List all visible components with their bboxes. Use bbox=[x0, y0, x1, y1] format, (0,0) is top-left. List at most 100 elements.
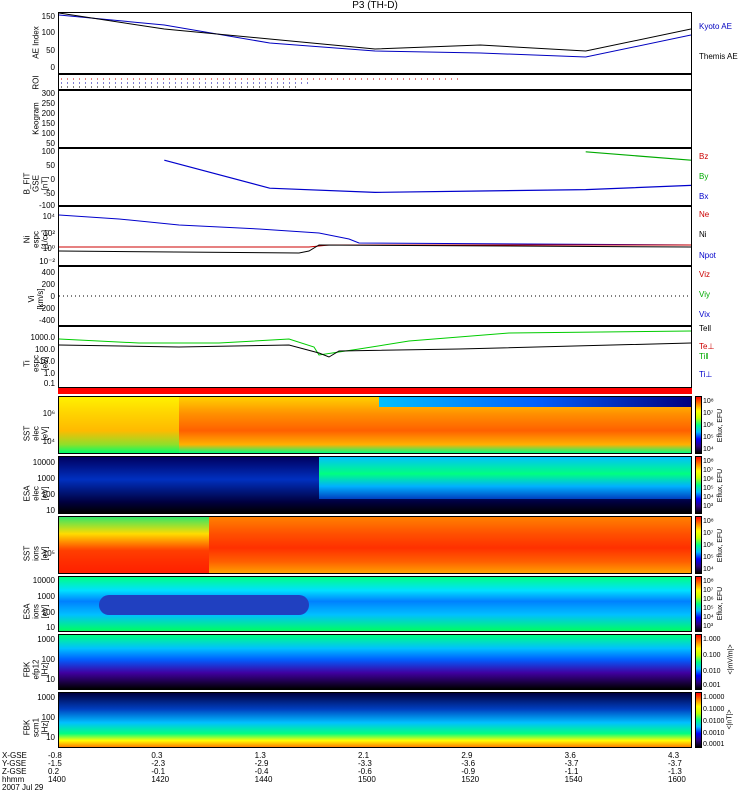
esa-elec-tick: 10 bbox=[46, 506, 55, 515]
fbk-efield-cb-label: 0.010 bbox=[703, 668, 721, 675]
esa-ions-tick: 100 bbox=[41, 608, 55, 617]
legend-kyoto-ae: Kyoto AE bbox=[699, 22, 732, 31]
sst-ions-colorbar bbox=[695, 516, 702, 574]
vi-tick: -200 bbox=[38, 304, 55, 313]
fbk-bfield-tick: 1000 bbox=[37, 693, 55, 702]
legend-viz: Viz bbox=[699, 270, 710, 279]
sst-ions-cb-label: 10⁵ bbox=[703, 554, 714, 561]
footer-value-z: 0.2 bbox=[48, 767, 60, 776]
esa-elec-cb-label: 10⁶ bbox=[703, 476, 714, 483]
legend-tiperp: Ti⊥ bbox=[699, 370, 713, 379]
esa-ions-cb-label: 10³ bbox=[703, 623, 714, 630]
footer-value-z: -1.3 bbox=[668, 767, 682, 776]
footer-value-z: -0.6 bbox=[358, 767, 372, 776]
fbk-efield-spectrogram bbox=[58, 634, 692, 690]
keogram-tick: 200 bbox=[41, 109, 55, 118]
ni-black-line bbox=[59, 244, 691, 254]
ti-tick: 100.0 bbox=[34, 345, 55, 354]
ti-tick: 10.0 bbox=[39, 357, 55, 366]
ti-green-line bbox=[59, 330, 691, 356]
sst-ions-cb-title: Eflux, EFU bbox=[717, 528, 725, 563]
footer-value-z: -0.9 bbox=[461, 767, 476, 776]
esa-ions-spectrogram bbox=[58, 576, 692, 632]
footer-label-hhmm: hhmm bbox=[2, 775, 25, 784]
fbk-bfield-spectrogram bbox=[58, 692, 692, 748]
fbk-bfield-colorbar bbox=[695, 692, 702, 748]
vi-tick: 200 bbox=[41, 280, 55, 289]
sst-ions-cb-label: 10⁶ bbox=[703, 542, 714, 549]
footer-value-t: 1400 bbox=[48, 775, 66, 784]
vi-plot bbox=[59, 295, 691, 297]
ti-tick: 0.1 bbox=[43, 379, 55, 388]
vi-panel bbox=[58, 266, 692, 326]
sst-elec-colorbar bbox=[695, 396, 702, 454]
footer-label-zgse: Z-GSE bbox=[2, 767, 27, 776]
footer-value-y: -2.3 bbox=[151, 759, 166, 768]
esa-ions-colorbar bbox=[695, 576, 702, 632]
sst-ions-cb-label: 10⁸ bbox=[703, 518, 714, 525]
vi-tick: 400 bbox=[41, 268, 55, 277]
ae-tick: 150 bbox=[41, 12, 55, 21]
sst-elec-cb-title: Eflux, EFU bbox=[717, 408, 725, 443]
ti-plot bbox=[59, 330, 691, 358]
esa-ions-cb-label: 10⁶ bbox=[703, 596, 714, 603]
ae-index-panel bbox=[58, 12, 692, 74]
keogram-tick: 300 bbox=[41, 89, 55, 98]
themis-ae-line bbox=[59, 13, 691, 52]
esa-ions-tick: 10000 bbox=[32, 576, 55, 585]
footer-value-t: 1600 bbox=[668, 775, 686, 784]
fbk-efield-cb-label: 0.100 bbox=[703, 652, 721, 659]
esa-elec-right-region bbox=[319, 457, 691, 499]
ti-tick: 1.0 bbox=[43, 369, 55, 378]
sst-elec-cb-label: 10⁸ bbox=[703, 398, 714, 405]
sst-elec-tick: 10⁴ bbox=[42, 437, 55, 446]
esa-elec-tick: 1000 bbox=[37, 474, 55, 483]
sst-ions-cb-label: 10⁴ bbox=[703, 566, 714, 573]
footer-value-x: 4.3 bbox=[668, 751, 680, 760]
footer-value-x: 2.1 bbox=[358, 751, 370, 760]
esa-elec-cb-title: Eflux, EFU bbox=[717, 468, 725, 503]
footer-label-ygse: Y-GSE bbox=[2, 759, 27, 768]
ae-tick: 50 bbox=[46, 46, 55, 55]
sst-elec-top-band bbox=[379, 397, 691, 407]
footer-value-y: -3.6 bbox=[461, 759, 476, 768]
esa-ions-tick: 1000 bbox=[37, 592, 55, 601]
bfit-tick: -50 bbox=[43, 189, 55, 198]
footer-value-t: 1500 bbox=[358, 775, 376, 784]
fbk-bfield-cb-label: 0.0010 bbox=[703, 730, 725, 737]
bfit-panel bbox=[58, 148, 692, 206]
esa-ions-cb-label: 10⁸ bbox=[703, 578, 714, 585]
esa-elec-cb-label: 10⁸ bbox=[703, 458, 714, 465]
sst-elec-cb-label: 10⁷ bbox=[703, 410, 714, 417]
keogram-axis-label: Keogram bbox=[31, 102, 41, 135]
footer-value-x: 1.3 bbox=[254, 751, 266, 760]
ae-tick: 0 bbox=[50, 63, 55, 72]
fbk-bfield-cb-title: <|nT|> bbox=[726, 709, 734, 730]
esa-elec-tick: 10000 bbox=[32, 458, 55, 467]
footer-value-z: -0.4 bbox=[254, 767, 269, 776]
esa-elec-cb-label: 10⁷ bbox=[703, 467, 714, 474]
esa-ions-cb-label: 10⁴ bbox=[703, 614, 714, 621]
ti-panel bbox=[58, 326, 692, 388]
ti-tick: 1000.0 bbox=[30, 333, 55, 342]
sst-ions-cb-label: 10⁷ bbox=[703, 530, 714, 537]
fbk-efield-axis-label: FBK efp12 [Hz] bbox=[22, 659, 50, 680]
esa-elec-tick: 100 bbox=[41, 490, 55, 499]
sst-elec-cb-label: 10⁶ bbox=[703, 422, 714, 429]
fbk-efield-tick: 100 bbox=[41, 655, 55, 664]
roi-dots bbox=[61, 78, 459, 88]
footer-value-y: -3.7 bbox=[564, 759, 579, 768]
footer-value-x: 2.9 bbox=[461, 751, 473, 760]
sst-ions-left-region bbox=[59, 517, 209, 573]
fbk-bfield-tick: 10 bbox=[46, 733, 55, 742]
sst-elec-spectrogram bbox=[58, 396, 692, 454]
legend-npot: Npot bbox=[699, 251, 716, 260]
ni-plot bbox=[59, 214, 691, 254]
ni-tick: 10² bbox=[43, 229, 55, 238]
footer-value-t: 1440 bbox=[254, 775, 273, 784]
sst-ions-spectrogram bbox=[58, 516, 692, 574]
roi-panel bbox=[58, 74, 692, 90]
esa-ions-cb-label: 10⁷ bbox=[703, 587, 714, 594]
footer-value-x: 3.6 bbox=[564, 751, 576, 760]
esa-ions-tick: 10 bbox=[46, 623, 55, 632]
